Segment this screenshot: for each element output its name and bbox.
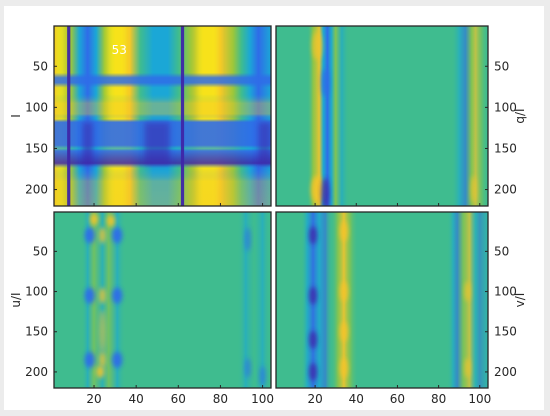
y-tick-label: 200 — [25, 365, 48, 379]
heatmap-blob — [106, 214, 115, 227]
figure-canvas: 53 50 100 150 200 I 50 100 150 200 q/I 50 100 150 200 u… — [4, 6, 544, 410]
heatmap-blob — [99, 287, 106, 304]
x-tick-label: 100 — [468, 392, 491, 406]
y-tick-label: 50 — [33, 59, 48, 73]
heatmap-blob — [84, 351, 95, 368]
heatmap-image — [54, 212, 271, 388]
heatmap-row-bands — [54, 26, 271, 206]
heatmap-blob — [464, 357, 471, 378]
panel-border — [275, 25, 489, 207]
heatmap-dark-block — [258, 122, 271, 165]
heatmap-blob — [470, 175, 477, 204]
y-tick-label: 100 — [25, 285, 48, 299]
panel-border — [53, 25, 272, 207]
x-tick-label: 80 — [431, 392, 446, 406]
heatmap-blob — [321, 68, 330, 97]
panel-border — [275, 211, 489, 389]
x-tick-label: 20 — [86, 392, 101, 406]
annotation-label: 53 — [112, 43, 127, 57]
heatmap-dark-line — [67, 26, 71, 206]
y-tick-label: 50 — [33, 244, 48, 258]
heatmap-image — [54, 26, 271, 206]
y-tick-label: 200 — [494, 183, 517, 197]
panel-top-right: 50 100 150 200 q/I — [275, 25, 527, 207]
y-tick-label: 100 — [494, 100, 517, 114]
y-axis-label: u/I — [9, 292, 23, 307]
heatmap-blob — [321, 177, 330, 206]
heatmap-dark-block — [82, 122, 93, 165]
heatmap-blob — [99, 309, 106, 354]
heatmap-dark-block — [144, 122, 170, 165]
y-tick-label: 50 — [494, 244, 509, 258]
panel-bottom-right: 50 100 150 200 v/I 20 40 60 80 100 — [275, 211, 527, 406]
y-tick-label: 50 — [494, 59, 509, 73]
x-tick-label: 40 — [129, 392, 144, 406]
x-tick-label: 60 — [171, 392, 186, 406]
heatmap-blob — [244, 357, 251, 378]
heatmap-blob — [339, 221, 348, 242]
x-tick-label: 80 — [213, 392, 228, 406]
heatmap-dark-line — [180, 26, 185, 206]
heatmap-blob — [259, 365, 266, 386]
heatmap-blob — [339, 357, 348, 378]
heatmap-blob — [339, 281, 348, 302]
heatmap-blob — [309, 330, 318, 349]
heatmap-blob — [84, 227, 95, 244]
heatmap-blob — [84, 287, 95, 304]
panel-top-left: 53 50 100 150 200 I — [9, 25, 272, 207]
heatmap-blob — [309, 362, 318, 381]
panel-border — [53, 211, 272, 389]
heatmap-blob — [99, 227, 106, 244]
heatmap-blob — [90, 213, 99, 226]
y-tick-label: 100 — [494, 285, 517, 299]
x-tick-label: 100 — [251, 392, 274, 406]
y-tick-label: 200 — [25, 183, 48, 197]
y-axis-label: q/I — [513, 108, 527, 123]
heatmap-blob — [244, 227, 251, 252]
y-tick-label: 150 — [25, 141, 48, 155]
heatmap-blob — [464, 281, 471, 302]
x-tick-label: 20 — [307, 392, 322, 406]
heatmap-blob — [309, 286, 318, 305]
x-tick-label: 60 — [390, 392, 405, 406]
heatmap-blob — [311, 175, 324, 204]
heatmap-blob — [339, 321, 348, 342]
heatmap-blob — [312, 31, 323, 60]
y-axis-label: v/I — [513, 293, 527, 308]
heatmap-blob — [99, 351, 106, 368]
heatmap-blob — [309, 226, 318, 245]
heatmap-image — [276, 212, 488, 388]
heatmap-blob — [112, 351, 123, 368]
panel-bottom-left: 50 100 150 200 u/I 20 40 60 80 100 — [9, 211, 274, 406]
heatmap-figure: 53 50 100 150 200 I 50 100 150 200 q/I 50 100 150 200 u… — [9, 25, 527, 406]
window-bottom-edge — [0, 410, 550, 416]
y-tick-label: 200 — [494, 365, 517, 379]
heatmap-blob — [112, 227, 123, 244]
y-tick-label: 150 — [494, 141, 517, 155]
x-tick-label: 40 — [349, 392, 364, 406]
y-tick-label: 150 — [25, 325, 48, 339]
heatmap-soft-columns — [276, 212, 488, 388]
heatmap-blob — [112, 287, 123, 304]
heatmap-image — [276, 26, 488, 206]
heatmap-soft-columns — [276, 26, 488, 206]
y-axis-label: I — [9, 114, 23, 118]
heatmap-blob — [96, 365, 105, 378]
y-tick-label: 150 — [494, 325, 517, 339]
y-tick-label: 100 — [25, 100, 48, 114]
